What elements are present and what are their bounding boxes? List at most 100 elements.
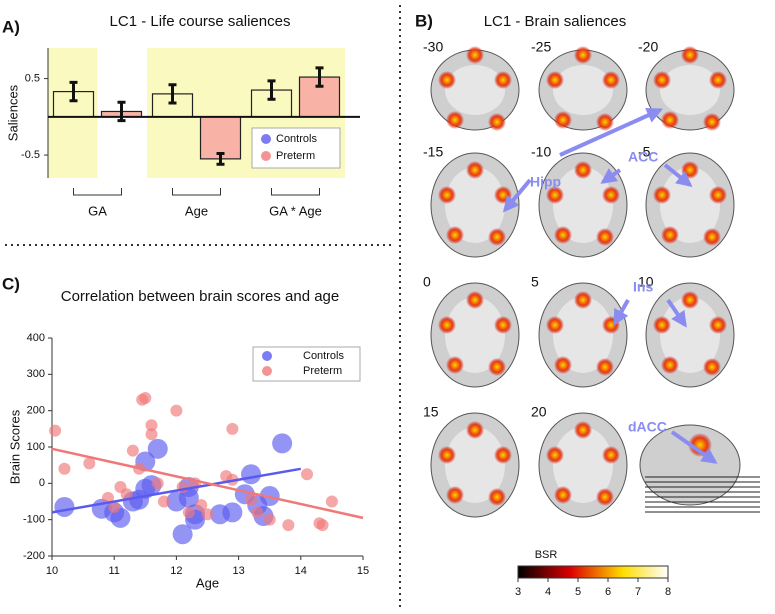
activation [596, 113, 614, 131]
panel-label: A) [2, 17, 20, 36]
slice-label: 0 [423, 274, 431, 290]
brain-slice-inner [445, 167, 505, 243]
activation [554, 111, 572, 129]
activation [681, 46, 699, 64]
point [282, 519, 295, 532]
panel-label: B) [415, 11, 433, 30]
fit-line [51, 467, 302, 514]
chart-title: LC1 - Life course saliences [110, 13, 291, 30]
brain-slice-inner [553, 297, 613, 373]
point [58, 462, 71, 475]
slice-label: -15 [423, 144, 443, 160]
point [49, 424, 62, 437]
activation [709, 71, 727, 89]
activation [574, 291, 592, 309]
point [272, 433, 293, 454]
annotation: Hipp [530, 174, 561, 190]
y-tick-label: 0 [39, 477, 45, 489]
activation [488, 228, 506, 246]
activation [574, 46, 592, 64]
x-tick-label: 10 [46, 565, 58, 577]
brain-slice-inner [445, 427, 505, 503]
activation [494, 186, 512, 204]
activation [602, 186, 620, 204]
point [172, 524, 193, 545]
brain-slice-inner [660, 65, 720, 115]
activation [596, 228, 614, 246]
y-tick-label: 400 [27, 332, 45, 344]
activation [466, 291, 484, 309]
activation [494, 71, 512, 89]
point [139, 391, 152, 404]
activation [438, 71, 456, 89]
activation [466, 161, 484, 179]
slice-label: 5 [531, 274, 539, 290]
x-tick-label: GA [88, 203, 107, 218]
y-axis-label: Brain Scores [7, 409, 22, 484]
slice-label: -10 [531, 144, 551, 160]
point [245, 493, 258, 506]
y-tick-label: 100 [27, 441, 45, 453]
activation [494, 316, 512, 334]
activation [546, 71, 564, 89]
activation [488, 488, 506, 506]
activation [466, 421, 484, 439]
point [145, 419, 158, 432]
activation [653, 71, 671, 89]
panel-label: C) [2, 274, 20, 293]
point [195, 499, 208, 512]
activation [661, 111, 679, 129]
x-tick-label: 11 [108, 565, 119, 577]
activation [653, 186, 671, 204]
activation [574, 421, 592, 439]
slice-label: -25 [531, 39, 551, 55]
point [251, 506, 264, 519]
brain-slice-inner [553, 65, 613, 115]
activation [466, 46, 484, 64]
point [222, 502, 243, 523]
slice-label: 10 [638, 274, 654, 290]
highlight [48, 48, 98, 178]
x-tick-label: GA * Age [269, 203, 322, 218]
y-tick-label: -200 [23, 550, 45, 562]
point [120, 488, 133, 501]
x-tick-label: 15 [357, 565, 369, 577]
colorbar-label: BSR [535, 549, 558, 561]
panel-title: LC1 - Brain saliences [484, 13, 627, 30]
slice-label: -20 [638, 39, 658, 55]
activation [681, 291, 699, 309]
brain-panel: LC1 - Brain saliences -30 -25 -20 -15 -10 -5 0 5… [423, 13, 760, 598]
annotation: Ins [633, 279, 653, 295]
slice-label: 20 [531, 404, 547, 420]
activation [596, 488, 614, 506]
activation [661, 356, 679, 374]
activation [703, 113, 721, 131]
x-tick-label: 12 [170, 565, 182, 577]
activation [488, 113, 506, 131]
error-bar [69, 80, 78, 103]
point [226, 422, 239, 435]
activation [554, 356, 572, 374]
colorbar-tick-label: 6 [605, 586, 611, 598]
point [201, 508, 214, 521]
activation [546, 186, 564, 204]
point [241, 464, 262, 485]
activation [438, 186, 456, 204]
brain-slice-inner [445, 65, 505, 115]
error-bar [315, 66, 324, 88]
activation [438, 446, 456, 464]
activation [703, 358, 721, 376]
fit-line [51, 447, 364, 520]
brain-slice-inner [660, 167, 720, 243]
point [145, 428, 158, 441]
activation [488, 358, 506, 376]
point [126, 444, 139, 457]
activation [703, 228, 721, 246]
activation [446, 111, 464, 129]
y-axis-label: Saliences [5, 84, 20, 141]
point [325, 495, 338, 508]
colorbar-tick-label: 5 [575, 586, 581, 598]
activation [681, 161, 699, 179]
point [110, 507, 131, 528]
